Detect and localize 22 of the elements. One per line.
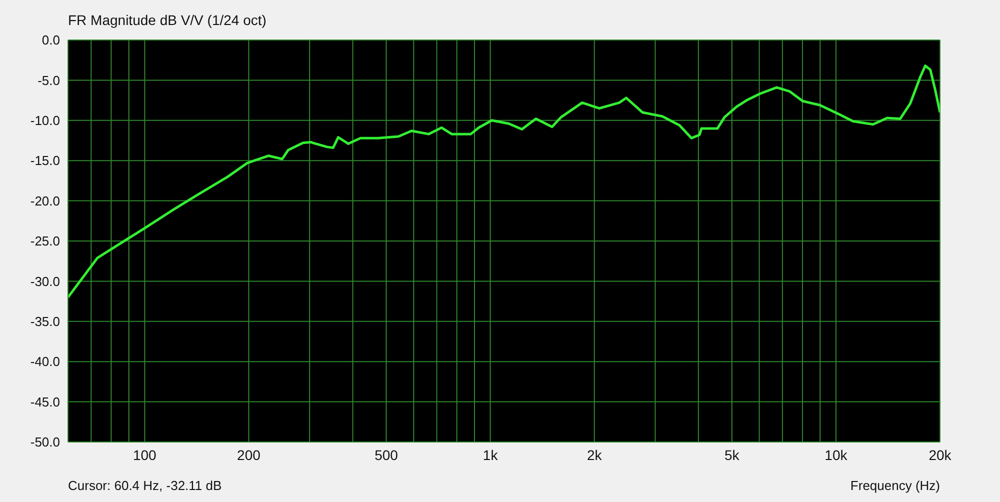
- x-tick-label: 10k: [824, 446, 848, 463]
- y-tick-label: -30.0: [30, 274, 60, 289]
- y-tick-label: -20.0: [30, 193, 60, 208]
- y-tick-label: -35.0: [30, 314, 60, 330]
- x-tick-label: 1k: [482, 446, 499, 463]
- text: Cursor: 60.4 Hz, -32.11 dB: [68, 478, 222, 493]
- y-tick-label: -10.0: [30, 113, 60, 128]
- y-tick-label: -5.0: [38, 72, 60, 88]
- x-tick-label: 20k: [928, 446, 952, 463]
- y-tick-label: 0.0: [42, 32, 60, 48]
- x-tick-label: 100: [133, 446, 157, 463]
- x-tick-label: 200: [237, 446, 261, 463]
- y-tick-label: -25.0: [30, 234, 60, 249]
- chart-title: FR Magnitude dB V/V (1/24 oct): [68, 12, 266, 28]
- y-tick-label: -45.0: [30, 394, 60, 410]
- y-tick-label: -15.0: [30, 153, 60, 168]
- x-axis-title: Frequency (Hz): [850, 478, 940, 493]
- x-tick-label: 500: [374, 446, 398, 463]
- y-tick-label: -40.0: [30, 354, 60, 370]
- y-tick-label: -50.0: [30, 434, 60, 450]
- x-tick-label: 5k: [724, 446, 740, 463]
- x-tick-label: 2k: [586, 446, 603, 463]
